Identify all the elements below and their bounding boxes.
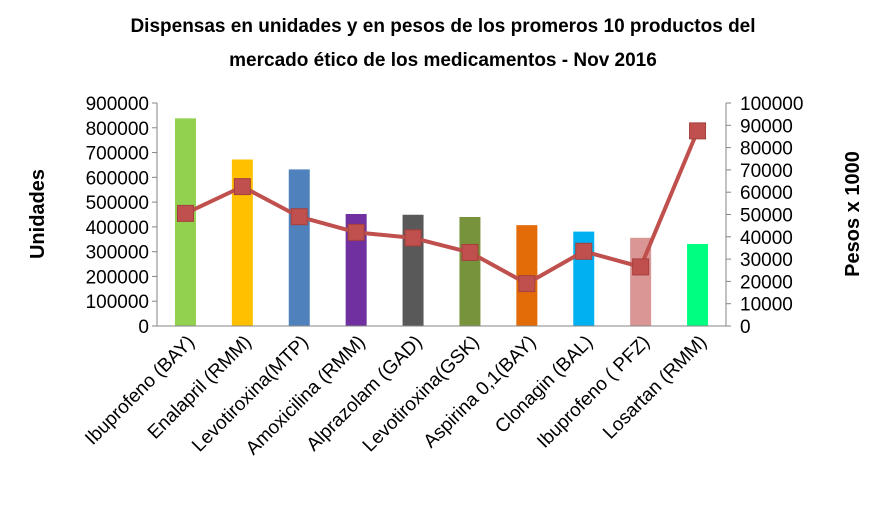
category-label-9: Losartan (RMM)	[599, 332, 711, 444]
line-marker-5	[461, 243, 479, 261]
left-axis-ticks: 0 100000 200000 300000 400000 500000 600000 700…	[86, 94, 157, 338]
right-tick-label-3: 30000	[740, 250, 793, 271]
bar-0	[174, 118, 196, 327]
right-tick-label-9: 90000	[740, 116, 793, 137]
bar-1	[231, 159, 253, 326]
line-marker-1	[233, 178, 251, 196]
line-marker-8	[632, 258, 650, 276]
bar-5	[459, 216, 481, 326]
y-axis-label: Unidades	[27, 169, 49, 259]
category-label-7: Clonagin (BAL)	[491, 332, 597, 438]
right-tick-label-10: 100000	[740, 94, 803, 115]
line-marker-6	[518, 275, 536, 293]
left-tick-label-2: 200000	[86, 267, 149, 288]
bar-3	[345, 214, 367, 326]
left-tick-label-6: 600000	[86, 168, 149, 189]
line-marker-2	[290, 208, 308, 226]
bar-2	[288, 169, 310, 326]
right-tick-label-7: 70000	[740, 161, 793, 182]
bar-group	[174, 118, 709, 327]
left-tick-label-1: 100000	[86, 292, 149, 313]
right-tick-label-5: 50000	[740, 206, 793, 227]
right-tick-label-2: 20000	[740, 272, 793, 293]
line-marker-7	[575, 242, 593, 260]
left-tick-label-8: 800000	[86, 119, 149, 140]
left-tick-label-3: 300000	[86, 243, 149, 264]
left-tick-label-9: 900000	[86, 94, 149, 115]
bar-9	[687, 243, 709, 326]
line-marker-9	[689, 122, 707, 140]
right-axis-ticks: 0100002000030000400005000060000700008000…	[726, 94, 803, 338]
category-label-1: Enalapril (RMM)	[144, 332, 256, 444]
right-tick-label-6: 60000	[740, 183, 793, 204]
right-tick-label-8: 80000	[740, 139, 793, 160]
line-marker-0	[176, 204, 194, 222]
left-tick-label-4: 400000	[86, 218, 149, 239]
line-pesos	[184, 130, 700, 286]
y2-axis-label: Pesos x 1000	[842, 151, 864, 277]
chart-title-line-2: mercado ético de los medicamentos - Nov …	[229, 50, 657, 71]
right-tick-label-0: 0	[740, 317, 751, 338]
chart-title-line-1: Dispensas en unidades y en pesos de los …	[130, 16, 755, 37]
right-tick-label-1: 10000	[740, 295, 793, 316]
right-tick-label-4: 40000	[740, 228, 793, 249]
left-tick-label-0: 0	[138, 317, 149, 338]
left-tick-label-7: 700000	[86, 144, 149, 165]
category-labels: Ibuprofeno (BAY)Enalapril (RMM)Levotirox…	[81, 332, 711, 460]
line-marker-3	[347, 223, 365, 241]
left-tick-label-5: 500000	[86, 193, 149, 214]
line-marker-4	[404, 229, 422, 247]
line-series-group	[176, 122, 707, 293]
